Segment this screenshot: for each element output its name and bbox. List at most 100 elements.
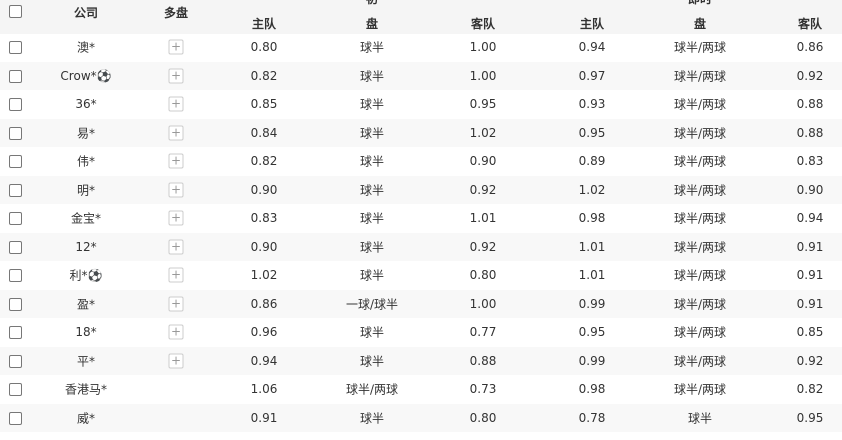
cell-i-line: 一球/球半 bbox=[345, 297, 399, 312]
plus-icon[interactable]: + bbox=[168, 125, 184, 141]
cell-l-line: 球半/两球 bbox=[673, 354, 727, 369]
cell-l-away: 0.85 bbox=[796, 325, 824, 340]
cell-i-home: 0.82 bbox=[250, 154, 278, 169]
row-checkbox[interactable] bbox=[9, 212, 22, 225]
plus-icon[interactable]: + bbox=[168, 239, 184, 255]
plus-icon[interactable]: + bbox=[168, 39, 184, 55]
row-checkbox[interactable] bbox=[9, 240, 22, 254]
plus-icon[interactable]: + bbox=[168, 324, 184, 340]
header-multi: 多盘 bbox=[163, 6, 189, 20]
cell-l-away: 0.88 bbox=[796, 125, 824, 140]
cell-i-home: 0.90 bbox=[250, 182, 278, 197]
header-initial-line: 盘 bbox=[365, 17, 379, 31]
cell-i-line: 球半 bbox=[359, 411, 385, 426]
row-checkbox[interactable] bbox=[9, 383, 22, 396]
cell-i-away: 1.00 bbox=[469, 296, 497, 311]
cell-l-line: 球半/两球 bbox=[673, 40, 727, 55]
cell-i-home: 0.96 bbox=[250, 325, 278, 340]
table-row: +36* 0.85 球半 0.95 0.93 球半/两球 0.88 bbox=[0, 90, 842, 119]
table-row: + 平* 0.94 球半 0.88 0.99 球半/两球 0.92 bbox=[0, 346, 842, 375]
row-checkbox[interactable] bbox=[9, 411, 22, 425]
row-checkbox[interactable] bbox=[9, 69, 22, 83]
cell-i-home: 0.80 bbox=[250, 40, 278, 55]
cell-l-away: 0.82 bbox=[796, 382, 824, 397]
cell-i-away: 1.02 bbox=[469, 125, 497, 140]
cell-l-home: 0.78 bbox=[578, 410, 606, 425]
cell-l-line: 球半/两球 bbox=[673, 325, 727, 340]
cell-i-line: 球半 bbox=[359, 126, 385, 141]
cell-i-line: 球半 bbox=[359, 240, 385, 255]
row-checkbox[interactable] bbox=[9, 98, 22, 111]
cell-company: 易* bbox=[76, 126, 96, 141]
cell-i-away: 0.95 bbox=[469, 97, 497, 112]
cell-company: 金宝* bbox=[70, 211, 102, 226]
cell-i-away: 0.90 bbox=[469, 154, 497, 169]
select-all-checkbox[interactable] bbox=[9, 5, 22, 18]
cell-i-line: 球半/两球 bbox=[345, 382, 399, 397]
cell-l-away: 0.91 bbox=[796, 239, 824, 254]
cell-company: 盈* bbox=[76, 297, 96, 312]
cell-l-away: 0.83 bbox=[796, 154, 824, 169]
cell-l-line: 球半/两球 bbox=[673, 183, 727, 198]
plus-icon[interactable]: + bbox=[168, 68, 184, 84]
cell-i-line: 球半 bbox=[359, 40, 385, 55]
cell-l-home: 0.98 bbox=[578, 211, 606, 226]
cell-company: 12* bbox=[75, 239, 97, 254]
table-row: + 利*⚽ 1.02 球半 0.80 1.01 球半/两球 0.91 bbox=[0, 261, 842, 290]
cell-company: 36* bbox=[75, 97, 97, 112]
cell-i-line: 球半 bbox=[359, 183, 385, 198]
row-checkbox[interactable] bbox=[9, 269, 22, 282]
row-checkbox[interactable] bbox=[9, 354, 22, 368]
cell-l-home: 1.01 bbox=[578, 239, 606, 254]
cell-l-line: 球半/两球 bbox=[673, 69, 727, 84]
row-checkbox[interactable] bbox=[9, 41, 22, 54]
cell-l-line: 球半/两球 bbox=[673, 297, 727, 312]
cell-i-away: 0.92 bbox=[469, 182, 497, 197]
cell-company: 澳* bbox=[76, 40, 96, 55]
cell-company: 平* bbox=[76, 354, 96, 369]
cell-i-home: 1.06 bbox=[250, 382, 278, 397]
cell-l-line: 球半/两球 bbox=[673, 97, 727, 112]
cell-i-away: 0.88 bbox=[469, 353, 497, 368]
cell-l-away: 0.86 bbox=[796, 40, 824, 55]
row-checkbox[interactable] bbox=[9, 297, 22, 311]
table-header: 公司 多盘 初 即时 主队 盘 客队 主队 盘 客队 bbox=[0, 0, 842, 34]
plus-icon[interactable]: + bbox=[168, 96, 184, 112]
plus-icon[interactable]: + bbox=[168, 296, 184, 312]
cell-l-line: 球半/两球 bbox=[673, 382, 727, 397]
cell-l-home: 0.95 bbox=[578, 125, 606, 140]
header-initial-group: 初 bbox=[366, 0, 378, 7]
cell-i-home: 0.90 bbox=[250, 239, 278, 254]
cell-l-home: 1.01 bbox=[578, 268, 606, 283]
cell-l-away: 0.94 bbox=[796, 211, 824, 226]
cell-i-line: 球半 bbox=[359, 69, 385, 84]
header-live-away: 客队 bbox=[797, 17, 823, 31]
cell-l-line: 球半/两球 bbox=[673, 211, 727, 226]
row-checkbox[interactable] bbox=[9, 326, 22, 339]
cell-i-away: 0.80 bbox=[469, 410, 497, 425]
row-checkbox[interactable] bbox=[9, 155, 22, 168]
row-checkbox[interactable] bbox=[9, 126, 22, 140]
header-initial-home: 主队 bbox=[251, 17, 277, 31]
cell-i-home: 1.02 bbox=[250, 268, 278, 283]
header-live-group: 即时 bbox=[688, 0, 712, 7]
header-company: 公司 bbox=[73, 6, 99, 20]
cell-l-away: 0.90 bbox=[796, 182, 824, 197]
row-checkbox[interactable] bbox=[9, 183, 22, 197]
cell-l-away: 0.88 bbox=[796, 97, 824, 112]
cell-i-away: 0.80 bbox=[469, 268, 497, 283]
plus-icon[interactable]: + bbox=[168, 353, 184, 369]
cell-l-line: 球半 bbox=[687, 411, 713, 426]
cell-i-home: 0.85 bbox=[250, 97, 278, 112]
header-live-line: 盘 bbox=[693, 17, 707, 31]
table-row: + 伟* 0.82 球半 0.90 0.89 球半/两球 0.83 bbox=[0, 147, 842, 176]
cell-i-line: 球半 bbox=[359, 97, 385, 112]
plus-icon[interactable]: + bbox=[168, 182, 184, 198]
cell-i-home: 0.83 bbox=[250, 211, 278, 226]
cell-l-away: 0.91 bbox=[796, 268, 824, 283]
plus-icon[interactable]: + bbox=[168, 210, 184, 226]
cell-i-line: 球半 bbox=[359, 354, 385, 369]
plus-icon[interactable]: + bbox=[168, 267, 184, 283]
header-initial-away: 客队 bbox=[470, 17, 496, 31]
plus-icon[interactable]: + bbox=[168, 153, 184, 169]
